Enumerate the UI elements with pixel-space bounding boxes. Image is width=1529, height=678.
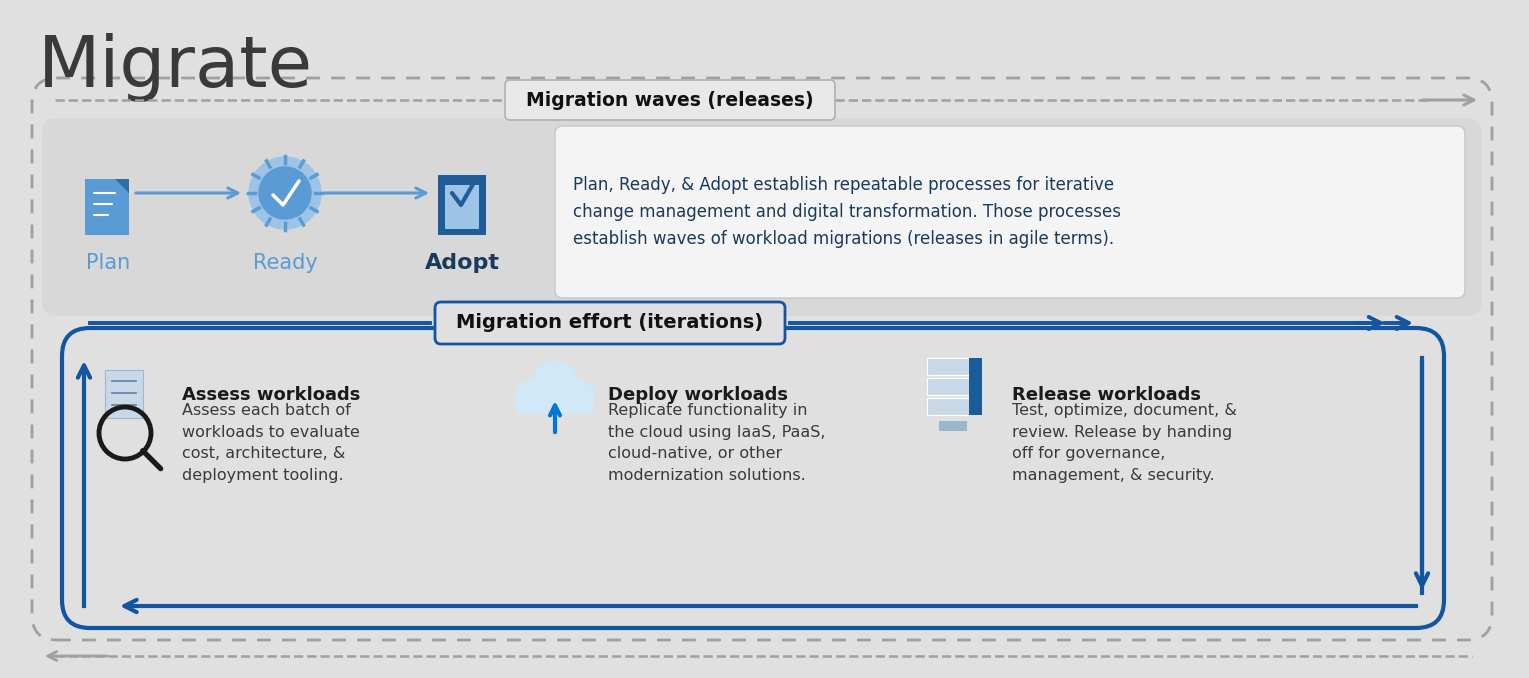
FancyBboxPatch shape — [41, 118, 1482, 316]
Polygon shape — [115, 179, 128, 193]
FancyBboxPatch shape — [86, 179, 128, 235]
FancyBboxPatch shape — [437, 175, 486, 235]
FancyBboxPatch shape — [106, 370, 144, 418]
Text: Plan, Ready, & Adopt establish repeatable processes for iterative
change managem: Plan, Ready, & Adopt establish repeatabl… — [573, 176, 1121, 248]
Text: Ready: Ready — [252, 253, 318, 273]
Circle shape — [534, 361, 576, 405]
Text: Release workloads: Release workloads — [1012, 386, 1200, 404]
Text: Assess workloads: Assess workloads — [182, 386, 361, 404]
FancyBboxPatch shape — [927, 378, 969, 395]
Circle shape — [515, 380, 550, 414]
FancyBboxPatch shape — [434, 302, 784, 344]
Text: Plan: Plan — [86, 253, 130, 273]
FancyBboxPatch shape — [927, 358, 969, 375]
Text: Replicate functionality in
the cloud using IaaS, PaaS,
cloud-native, or other
mo: Replicate functionality in the cloud usi… — [609, 403, 826, 483]
FancyBboxPatch shape — [445, 185, 479, 229]
Circle shape — [560, 380, 593, 414]
FancyBboxPatch shape — [927, 398, 969, 415]
Circle shape — [258, 167, 310, 219]
FancyBboxPatch shape — [63, 328, 1443, 628]
FancyBboxPatch shape — [969, 358, 982, 415]
FancyBboxPatch shape — [555, 126, 1465, 298]
FancyBboxPatch shape — [505, 80, 835, 120]
Text: Migrate: Migrate — [38, 33, 313, 102]
Text: Deploy workloads: Deploy workloads — [609, 386, 787, 404]
Circle shape — [249, 157, 321, 229]
FancyBboxPatch shape — [517, 391, 593, 413]
Text: Adopt: Adopt — [425, 253, 500, 273]
Text: Migration waves (releases): Migration waves (releases) — [526, 90, 813, 110]
Text: Test, optimize, document, &
review. Release by handing
off for governance,
manag: Test, optimize, document, & review. Rele… — [1012, 403, 1237, 483]
FancyBboxPatch shape — [939, 421, 966, 431]
Text: Assess each batch of
workloads to evaluate
cost, architecture, &
deployment tool: Assess each batch of workloads to evalua… — [182, 403, 359, 483]
Text: Migration effort (iterations): Migration effort (iterations) — [457, 313, 763, 332]
